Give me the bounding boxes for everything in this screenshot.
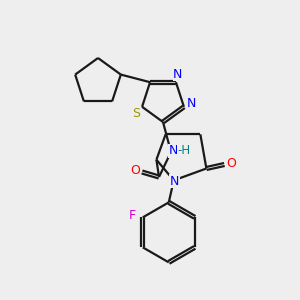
Text: O: O xyxy=(130,164,140,178)
Text: N: N xyxy=(187,97,196,110)
Text: N: N xyxy=(173,68,183,81)
Text: O: O xyxy=(226,157,236,170)
Text: F: F xyxy=(129,209,136,222)
Text: S: S xyxy=(132,107,140,120)
Text: -H: -H xyxy=(177,145,190,158)
Text: N: N xyxy=(168,145,178,158)
Text: N: N xyxy=(170,175,179,188)
